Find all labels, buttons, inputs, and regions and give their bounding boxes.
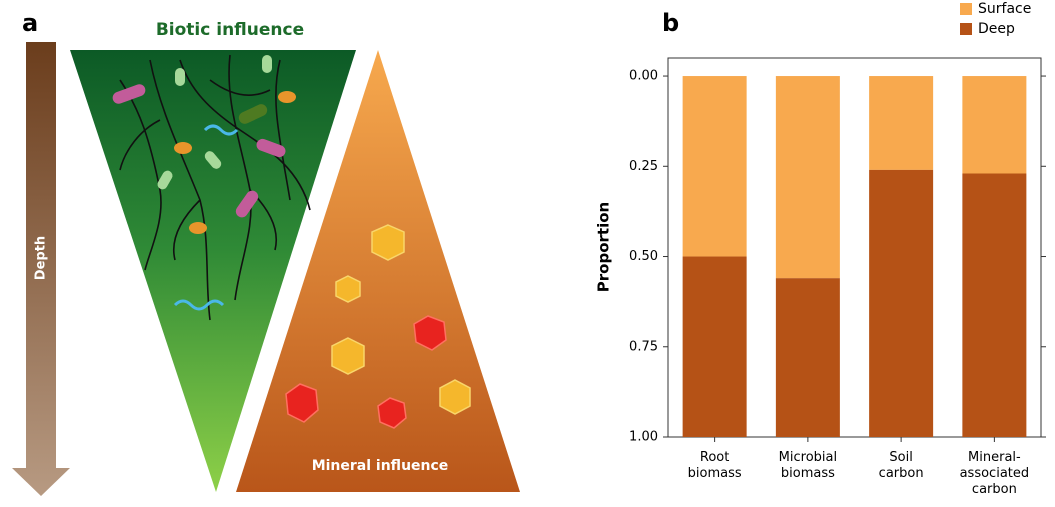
bar-segment <box>962 174 1026 437</box>
bar-segment <box>776 76 840 278</box>
legend-label: Deep <box>978 21 1015 37</box>
bar-segment <box>869 76 933 170</box>
panel-label: a <box>22 9 38 37</box>
depth-label: Depth <box>34 236 49 280</box>
legend-label: Surface <box>978 1 1031 17</box>
bar-segment <box>683 76 747 256</box>
panel-label: b <box>662 9 679 37</box>
y-tick-label: 0.50 <box>629 249 658 264</box>
y-tick-label: 1.00 <box>629 430 658 445</box>
bar-segment <box>683 257 747 437</box>
y-tick-label: 0.00 <box>629 69 658 84</box>
bar-segment <box>776 278 840 437</box>
y-tick-label: 0.25 <box>629 159 658 174</box>
mineral-label: Mineral influence <box>312 458 449 474</box>
biotic-label: Biotic influence <box>156 20 304 40</box>
bar-segment <box>962 76 1026 173</box>
bar-segment <box>869 170 933 437</box>
y-tick-label: 0.75 <box>629 339 658 354</box>
figure: a Depth Biotic influence Mineral <box>0 0 1055 507</box>
legend-swatch <box>960 3 972 15</box>
legend-swatch <box>960 23 972 35</box>
y-axis-label: Proportion <box>595 202 613 292</box>
